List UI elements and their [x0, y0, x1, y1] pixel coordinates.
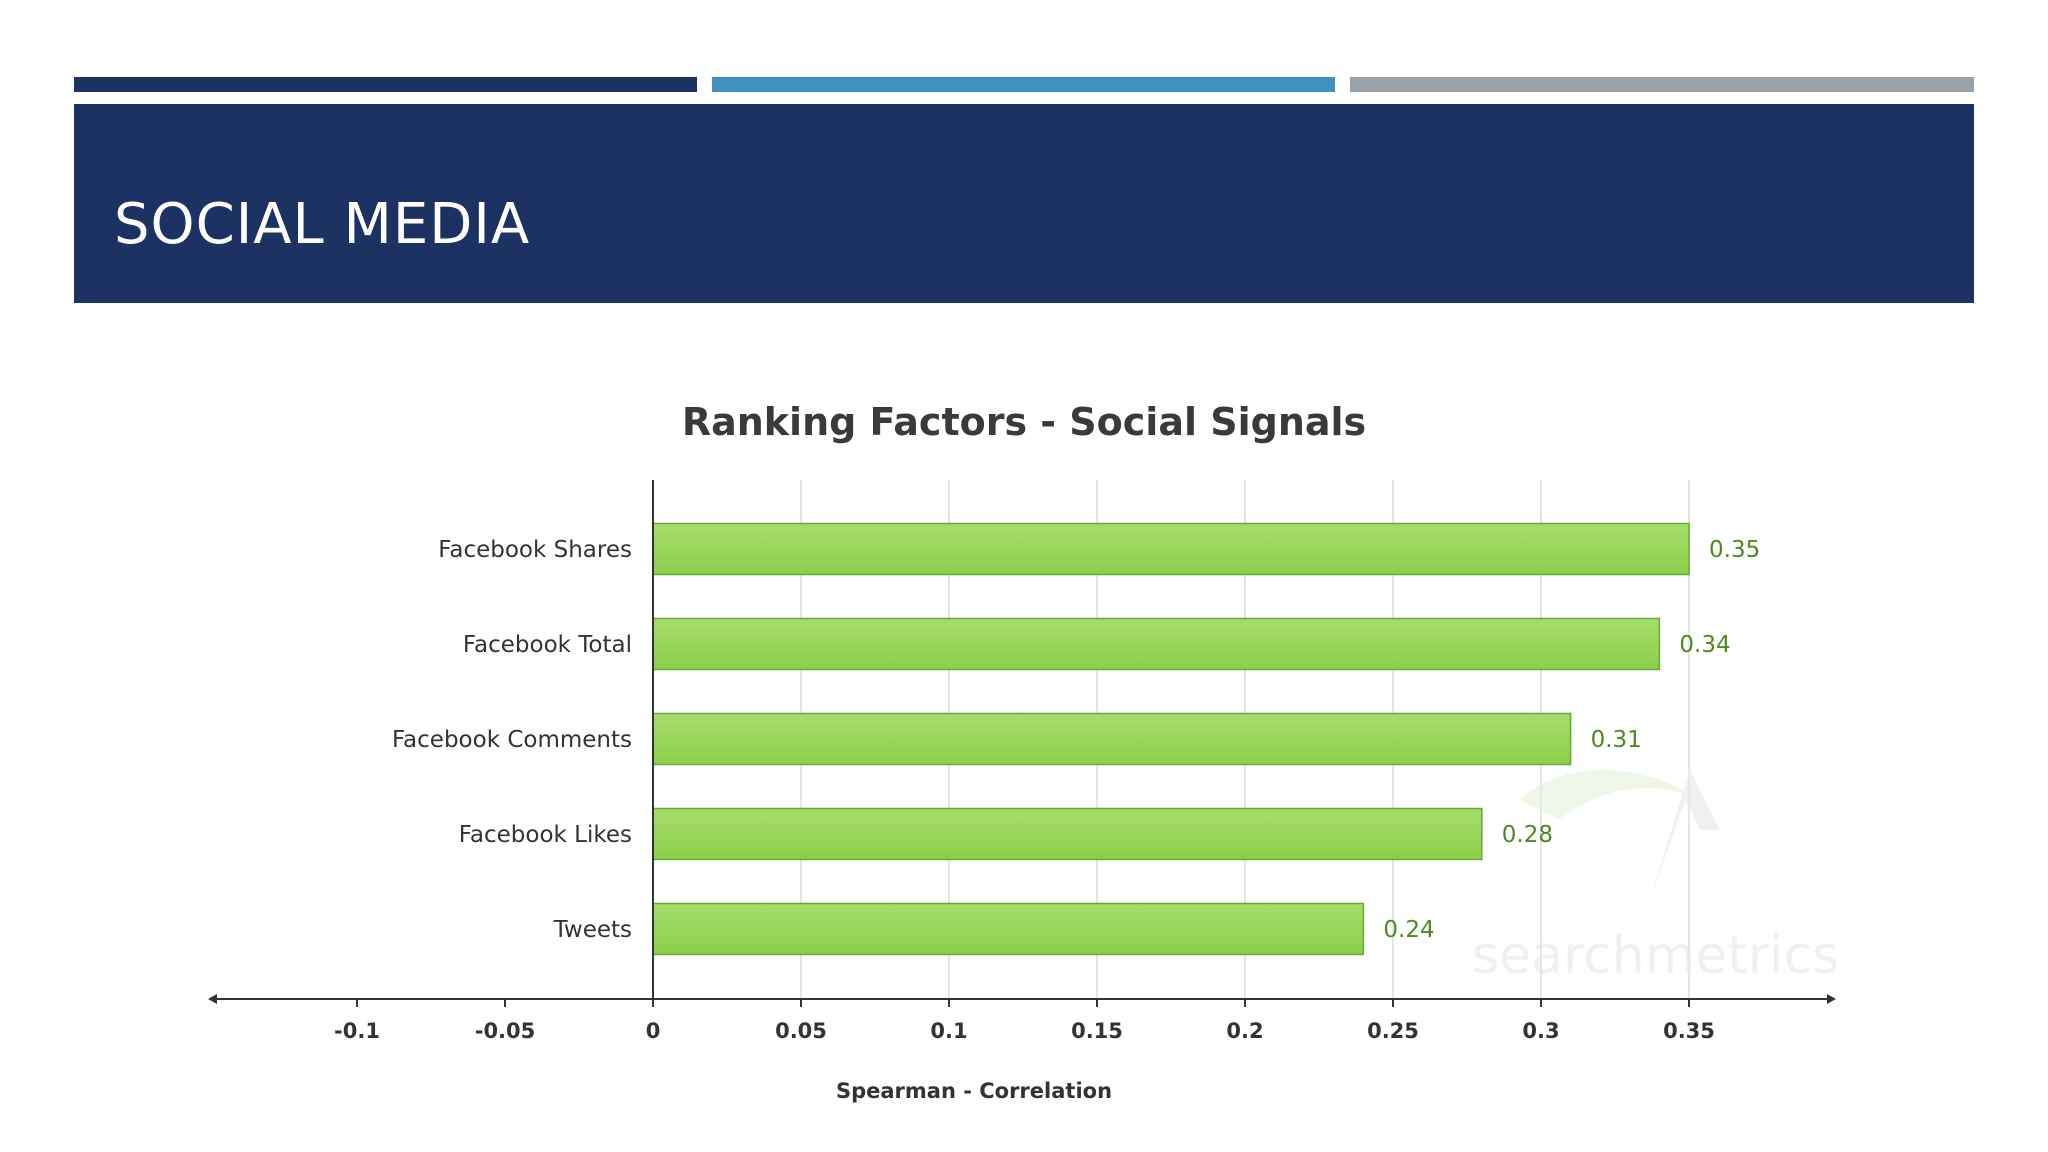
category-label: Facebook Total: [463, 632, 632, 658]
chart-bars: Facebook Shares 0.35 Facebook Total 0.34 Fac…: [392, 522, 1760, 956]
x-tick-label: -0.05: [475, 1019, 536, 1043]
searchmetrics-watermark: searchmetrics: [1472, 770, 1839, 986]
x-axis-title: Spearman - Correlation: [836, 1079, 1112, 1103]
chart-title: Ranking Factors - Social Signals: [682, 400, 1366, 444]
x-tick-label: 0.1: [930, 1019, 967, 1043]
category-label: Tweets: [553, 917, 632, 943]
value-label: 0.24: [1383, 917, 1434, 943]
value-label: 0.34: [1679, 632, 1730, 658]
x-tick-label: 0.3: [1522, 1019, 1559, 1043]
x-tick-label: 0.2: [1226, 1019, 1263, 1043]
x-tick-label: 0.25: [1367, 1019, 1419, 1043]
x-axis-right-arrow-icon: [1827, 994, 1836, 1004]
accent-bar-blue: [712, 77, 1335, 92]
x-tick-label: 0: [646, 1019, 661, 1043]
accent-bar-dark: [74, 77, 697, 92]
value-label: 0.28: [1502, 822, 1553, 848]
bar: [652, 522, 1690, 576]
category-label: Facebook Likes: [459, 822, 632, 848]
title-band: SOCIAL MEDIA: [74, 104, 1974, 303]
accent-bar-gray: [1350, 77, 1974, 92]
value-label: 0.35: [1709, 537, 1760, 563]
value-label: 0.31: [1591, 727, 1642, 753]
bar: [652, 712, 1572, 766]
watermark-arrow-icon: [1650, 770, 1720, 900]
category-label: Facebook Shares: [438, 537, 632, 563]
x-tick-label: 0.05: [775, 1019, 827, 1043]
watermark-swoosh-icon: [1520, 770, 1700, 820]
chart-axes: -0.1 -0.05 0 0.05 0.1 0.15 0.2 0.25 0.3 0.35: [208, 480, 1836, 1043]
bar: [652, 807, 1483, 861]
x-axis-left-arrow-icon: [208, 994, 217, 1004]
x-tick-label: -0.1: [334, 1019, 380, 1043]
x-tick-label: 0.35: [1663, 1019, 1715, 1043]
slide-title: SOCIAL MEDIA: [114, 192, 531, 257]
x-tick-label: 0.15: [1071, 1019, 1123, 1043]
watermark-text: searchmetrics: [1472, 926, 1839, 986]
bar: [652, 902, 1365, 956]
category-label: Facebook Comments: [392, 727, 632, 753]
bar: [652, 617, 1661, 671]
